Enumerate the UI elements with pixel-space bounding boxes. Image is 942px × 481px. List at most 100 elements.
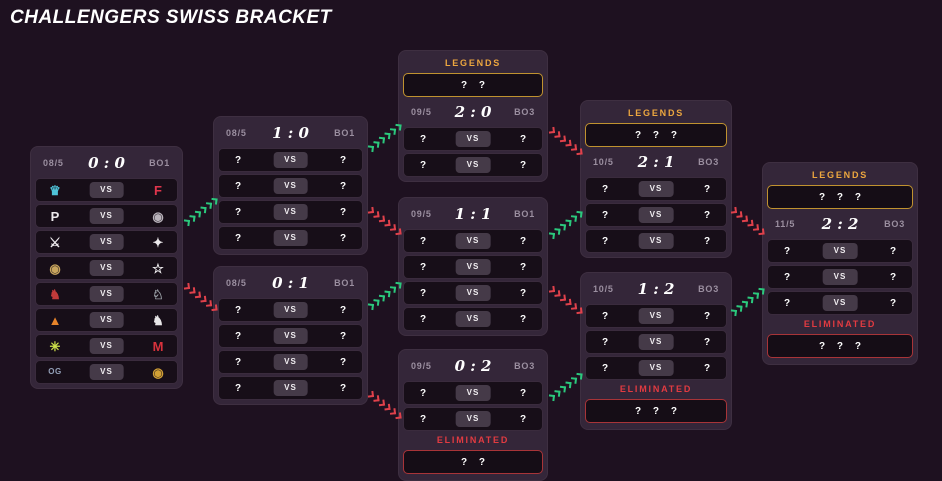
match-row[interactable]: ?? VS [403, 153, 543, 177]
match-format: BO1 [334, 128, 355, 138]
vs-badge: VS [455, 157, 491, 173]
match-row[interactable]: OG ◉ VS [35, 360, 178, 384]
tbd-team-placeholder: ? [234, 330, 242, 342]
team-slot-right: ? [874, 272, 912, 283]
vs-badge: VS [455, 411, 491, 427]
tbd-team-placeholder: ? [339, 180, 347, 192]
tbd-team-placeholder: ? [519, 159, 527, 171]
match-row[interactable]: ?? VS [585, 330, 727, 354]
match-format: BO1 [514, 209, 535, 219]
match-row[interactable]: ?? VS [218, 148, 363, 172]
vs-badge: VS [89, 234, 124, 250]
tbd-team-placeholder: ? [234, 356, 242, 368]
match-row[interactable]: ?? VS [767, 265, 913, 289]
match-date: 08/5 [43, 158, 64, 168]
team-slot-left: ▲ [36, 314, 74, 327]
vs-badge: VS [89, 286, 124, 302]
tbd-team-placeholder: ? [234, 304, 242, 316]
orange-mark-logo-icon: ▲ [48, 312, 62, 328]
tbd-team-placeholder: ? [783, 271, 791, 283]
match-row[interactable]: ?? VS [403, 381, 543, 405]
tbd-team-placeholder: ? [234, 180, 242, 192]
team-slot-left: ? [404, 388, 442, 399]
match-row[interactable]: ?? VS [218, 298, 363, 322]
match-row[interactable]: ?? VS [585, 304, 727, 328]
tbd-team-placeholder: ? [234, 206, 242, 218]
match-row[interactable]: ⚔ ✦ VS [35, 230, 178, 254]
match-row[interactable]: ✳ M VS [35, 334, 178, 358]
match-row[interactable]: ?? VS [403, 127, 543, 151]
vs-badge: VS [822, 295, 858, 311]
match-row[interactable]: ?? VS [767, 291, 913, 315]
tbd-team-placeholder: ? [601, 209, 609, 221]
match-row[interactable]: ?? VS [585, 356, 727, 380]
match-row[interactable]: ?? VS [218, 324, 363, 348]
team-slot-right: F [139, 184, 177, 197]
team-slot-right: ? [504, 314, 542, 325]
bracket-panel-0-2: 09/5 0 : 2 BO3?? VS?? VS ELIMINATED ? ? [398, 349, 548, 481]
match-row[interactable]: ?? VS [403, 281, 543, 305]
bracket-panel-0-1: 08/5 0 : 1 BO1?? VS?? VS?? VS?? VS [213, 266, 368, 405]
bracket-header: 09/5 1 : 1 BO1 [403, 201, 543, 227]
legends-label: LEGENDS [811, 170, 869, 180]
match-row[interactable]: ?? VS [218, 226, 363, 250]
team-slot-left: ? [404, 414, 442, 425]
match-row[interactable]: ♛ F VS [35, 178, 178, 202]
match-format: BO1 [149, 158, 170, 168]
bracket-score: 2 : 2 [821, 215, 859, 233]
team-slot-left: ? [219, 181, 257, 192]
tbd-team-placeholder: ? [703, 310, 711, 322]
match-row[interactable]: ◉ ☆ VS [35, 256, 178, 280]
match-row[interactable]: ?? VS [218, 200, 363, 224]
team-slot-left: ? [586, 184, 624, 195]
match-row[interactable]: ?? VS [218, 376, 363, 400]
tbd-team-placeholder: ? [783, 245, 791, 257]
team-slot-right: ? [874, 246, 912, 257]
match-row[interactable]: ?? VS [585, 177, 727, 201]
vs-badge: VS [455, 233, 491, 249]
match-date: 11/5 [775, 219, 796, 229]
match-row[interactable]: ?? VS [218, 174, 363, 198]
team-slot-left: OG [36, 368, 74, 376]
vs-badge: VS [273, 204, 308, 220]
match-row[interactable]: ?? VS [403, 255, 543, 279]
vs-badge: VS [638, 233, 674, 249]
team-slot-left: ? [404, 134, 442, 145]
team-slot-left: ? [404, 288, 442, 299]
legends-label: LEGENDS [627, 108, 685, 118]
match-row[interactable]: ?? VS [585, 203, 727, 227]
match-row[interactable]: ?? VS [218, 350, 363, 374]
team-slot-left: ? [586, 210, 624, 221]
eliminated-slots-box: ? ? ? [767, 334, 913, 358]
vs-badge: VS [455, 285, 491, 301]
tbd-team-placeholder: ? [419, 133, 427, 145]
vs-badge: VS [455, 385, 491, 401]
match-row[interactable]: ?? VS [585, 229, 727, 253]
tbd-team-placeholder: ? [419, 235, 427, 247]
tbd-team-placeholder: ? [339, 232, 347, 244]
team-slot-left: ? [586, 236, 624, 247]
team-slot-right: ? [324, 181, 362, 192]
bracket-header: 11/5 2 : 2 BO3 [767, 211, 913, 237]
match-row[interactable]: ?? VS [403, 229, 543, 253]
match-row[interactable]: P ◉ VS [35, 204, 178, 228]
match-row[interactable]: ?? VS [403, 407, 543, 431]
match-row[interactable]: ♞ ♘ VS [35, 282, 178, 306]
tbd-team-placeholder: ? [601, 336, 609, 348]
team-slot-left: P [36, 210, 74, 223]
match-row[interactable]: ?? VS [767, 239, 913, 263]
match-date: 09/5 [411, 361, 432, 371]
team-slot-left: ? [404, 236, 442, 247]
vs-badge: VS [89, 260, 124, 276]
match-row[interactable]: ?? VS [403, 307, 543, 331]
team-slot-right: ? [688, 337, 726, 348]
team-slot-left: ⚔ [36, 236, 74, 249]
match-row[interactable]: ▲ ♞ VS [35, 308, 178, 332]
tbd-team-placeholder: ? [339, 304, 347, 316]
bracket-score: 0 : 2 [454, 357, 492, 375]
letter-p-logo-icon: P [50, 208, 60, 224]
team-slot-right: ♞ [139, 314, 177, 327]
team-slot-left: ? [219, 207, 257, 218]
tbd-team-placeholder: ? [703, 183, 711, 195]
red-letter-f-logo-icon: F [154, 182, 162, 198]
